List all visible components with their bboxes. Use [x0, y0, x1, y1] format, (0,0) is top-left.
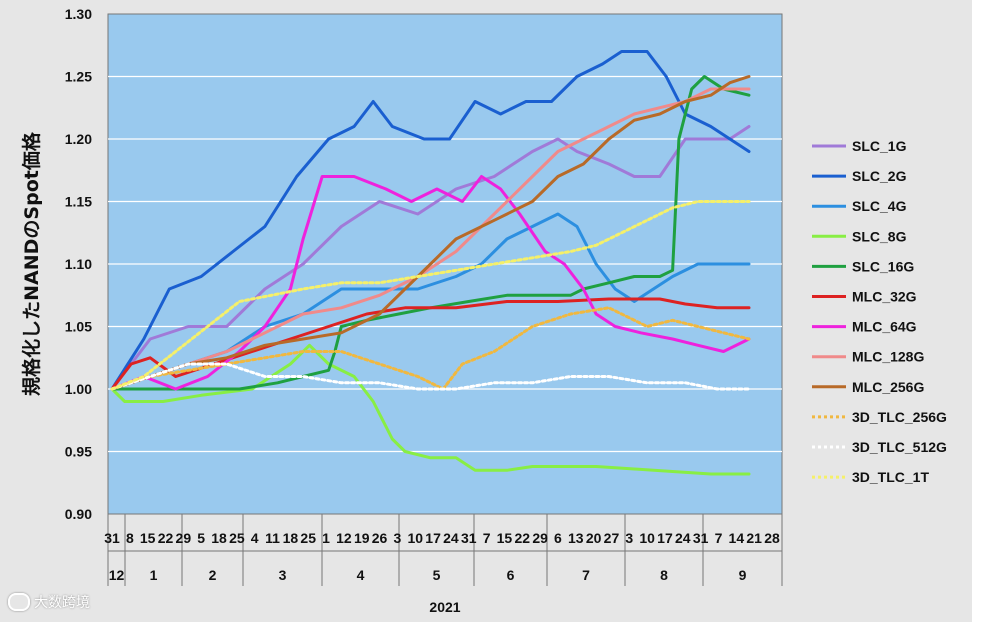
line-chart: 0.900.951.001.051.101.151.201.251.30 31 8…	[20, 6, 947, 615]
x-tick-month-label: 2	[209, 567, 217, 583]
x-tick-day-label: 15	[497, 530, 513, 546]
x-tick-day-label: 19	[354, 530, 370, 546]
y-tick-label: 1.05	[65, 319, 92, 335]
series-line-mlc-128g	[110, 87, 751, 391]
y-tick-label: 1.00	[65, 381, 92, 397]
x-tick-day-label: 28	[764, 530, 780, 546]
y-tick-label: 1.20	[65, 131, 92, 147]
x-tick-day-label: 17	[425, 530, 441, 546]
x-tick-day-label: 11	[265, 530, 280, 546]
x-tick-day-label: 3	[394, 530, 402, 546]
series-line-mlc-256g	[110, 75, 751, 391]
series-line-slc-4g	[110, 212, 751, 391]
x-tick-day-label: 25	[300, 530, 316, 546]
x-tick-day-label: 10	[639, 530, 655, 546]
legend-label: MLC_64G	[852, 319, 917, 335]
series-line-3d-tlc-512g	[110, 362, 751, 391]
legend-label: SLC_2G	[852, 168, 907, 184]
x-tick-day-label: 8	[126, 530, 134, 546]
x-tick-day-label: 31	[693, 530, 709, 546]
x-tick-day-label: 15	[140, 530, 156, 546]
x-tick-day-label: 27	[604, 530, 620, 546]
x-tick-day-label: 22	[514, 530, 530, 546]
x-tick-month-label: 3	[279, 567, 287, 583]
legend-label: SLC_4G	[852, 198, 907, 214]
legend-label: 3D_TLC_1T	[852, 469, 929, 485]
watermark: 大数跨境	[8, 592, 90, 612]
x-tick-month-label: 4	[357, 567, 365, 583]
x-tick-day-label: 13	[568, 530, 584, 546]
legend-label: SLC_8G	[852, 228, 907, 244]
x-axis: 31 8 15 22 29 5 18 25 4 11 18 25 1 12 19 26 3 10 17 24 31 7 15…	[104, 513, 783, 586]
series-line-mlc-64g	[110, 175, 751, 391]
x-tick-day-label: 29	[176, 530, 192, 546]
x-tick-day-label: 5	[197, 530, 205, 546]
y-axis-ticks: 0.90 0.95 1.00 1.05 1.10 1.15 1.20 1.25 1.30	[65, 6, 92, 522]
x-tick-day-label: 29	[532, 530, 548, 546]
y-tick-label: 0.95	[65, 444, 92, 460]
series-line-3d-tlc-1t	[110, 200, 751, 391]
x-tick-day-label: 22	[158, 530, 174, 546]
series-line-3d-tlc-256g	[110, 306, 751, 391]
x-tick-day-label: 31	[461, 530, 477, 546]
x-tick-day-label: 4	[251, 530, 259, 546]
series-line-slc-2g	[110, 50, 751, 391]
legend-label: 3D_TLC_512G	[852, 439, 947, 455]
x-tick-day-label: 18	[211, 530, 227, 546]
legend: SLC_1G SLC_2G SLC_4G SLC_8G SLC_16G MLC_32G ML…	[812, 138, 947, 485]
x-tick-day-label: 18	[283, 530, 299, 546]
y-tick-label: 1.25	[65, 69, 92, 85]
x-tick-day-label: 6	[554, 530, 562, 546]
x-tick-day-label: 24	[675, 530, 691, 546]
x-tick-day-label: 14	[729, 530, 745, 546]
y-tick-label: 1.15	[65, 194, 92, 210]
x-tick-month-label: 8	[660, 567, 668, 583]
series-lines	[110, 50, 751, 476]
x-tick-day-label: 7	[483, 530, 491, 546]
x-tick-day-label: 20	[586, 530, 602, 546]
x-tick-day-label: 24	[443, 530, 459, 546]
series-line-slc-16g	[110, 75, 751, 391]
x-tick-day-label: 12	[336, 530, 352, 546]
x-tick-month-label: 9	[739, 567, 747, 583]
x-tick-day-label: 21	[746, 530, 762, 546]
watermark-logo-icon	[8, 593, 30, 611]
x-tick-day-label: 25	[229, 530, 245, 546]
y-tick-label: 1.10	[65, 256, 92, 272]
legend-label: MLC_32G	[852, 289, 917, 305]
x-tick-day-label: 31	[104, 530, 120, 546]
watermark-text: 大数跨境	[34, 595, 90, 611]
y-tick-label: 0.90	[65, 506, 92, 522]
legend-label: MLC_128G	[852, 349, 924, 365]
x-tick-month-label: 12	[109, 567, 125, 583]
x-tick-month-label: 6	[507, 567, 515, 583]
legend-label: SLC_1G	[852, 138, 907, 154]
legend-label: SLC_16G	[852, 258, 914, 274]
y-tick-label: 1.30	[65, 6, 92, 22]
x-tick-day-label: 1	[322, 530, 330, 546]
x-axis-year-label: 2021	[429, 599, 460, 615]
x-tick-day-label: 7	[715, 530, 723, 546]
x-tick-month-label: 5	[433, 567, 441, 583]
x-tick-day-label: 17	[657, 530, 673, 546]
x-tick-day-label: 3	[625, 530, 633, 546]
x-tick-day-label: 10	[407, 530, 423, 546]
series-line-slc-8g	[110, 343, 751, 476]
legend-label: MLC_256G	[852, 379, 924, 395]
x-tick-month-label: 7	[582, 567, 590, 583]
legend-label: 3D_TLC_256G	[852, 409, 947, 425]
x-tick-month-label: 1	[150, 567, 158, 583]
y-axis-label: 規格化したNANDのSpot価格	[20, 131, 43, 396]
x-tick-day-label: 26	[372, 530, 388, 546]
